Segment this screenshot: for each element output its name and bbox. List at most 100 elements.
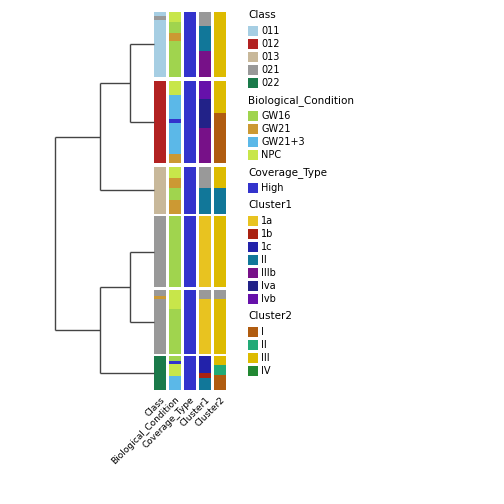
Bar <box>248 78 258 88</box>
Bar <box>248 111 258 121</box>
Bar <box>248 26 258 36</box>
Bar <box>169 361 181 364</box>
Bar <box>154 81 166 163</box>
Bar <box>199 299 211 354</box>
Bar <box>154 299 166 354</box>
Text: 011: 011 <box>261 26 279 36</box>
Text: III: III <box>261 353 270 363</box>
Text: 022: 022 <box>261 78 280 88</box>
Bar <box>248 366 258 376</box>
Bar <box>248 340 258 350</box>
Bar <box>199 289 211 299</box>
Bar <box>154 20 166 77</box>
Text: Cluster2: Cluster2 <box>248 311 292 321</box>
Text: 012: 012 <box>261 39 280 49</box>
Bar <box>169 216 181 287</box>
Bar <box>214 113 226 163</box>
Text: Iva: Iva <box>261 281 276 291</box>
Bar <box>199 216 211 287</box>
Text: I: I <box>261 327 264 337</box>
Text: 1a: 1a <box>261 216 273 226</box>
Bar <box>169 376 181 390</box>
Bar <box>248 268 258 278</box>
Text: Cluster1: Cluster1 <box>178 395 211 428</box>
Text: Biological_Condition: Biological_Condition <box>248 95 354 106</box>
Bar <box>169 22 181 33</box>
Text: 1b: 1b <box>261 229 273 239</box>
Bar <box>248 353 258 363</box>
Bar <box>184 216 196 287</box>
Bar <box>169 356 181 361</box>
Bar <box>169 188 181 200</box>
Bar <box>199 99 211 128</box>
Bar <box>169 177 181 188</box>
Bar <box>214 166 226 188</box>
Bar <box>214 216 226 287</box>
Bar <box>248 242 258 252</box>
Bar <box>199 166 211 188</box>
Bar <box>199 356 211 373</box>
Bar <box>169 33 181 41</box>
Bar <box>248 281 258 291</box>
Bar <box>248 255 258 265</box>
Text: II: II <box>261 255 267 265</box>
Bar <box>199 373 211 378</box>
Bar <box>169 12 181 22</box>
Bar <box>199 51 211 77</box>
Bar <box>199 81 211 99</box>
Bar <box>248 327 258 337</box>
Bar <box>169 166 181 177</box>
Bar <box>169 95 181 119</box>
Bar <box>184 166 196 214</box>
Text: 021: 021 <box>261 65 280 75</box>
Bar <box>169 123 181 155</box>
Bar <box>154 16 166 20</box>
Bar <box>184 289 196 354</box>
Text: Class: Class <box>143 395 166 418</box>
Bar <box>199 26 211 51</box>
Bar <box>199 378 211 390</box>
Bar <box>169 200 181 214</box>
Bar <box>184 12 196 77</box>
Bar <box>184 356 196 390</box>
Bar <box>214 12 226 77</box>
Bar <box>154 356 166 390</box>
Bar <box>248 150 258 160</box>
Bar <box>169 289 181 309</box>
Bar <box>214 81 226 113</box>
Bar <box>214 365 226 375</box>
Bar <box>248 137 258 147</box>
Bar <box>199 128 211 163</box>
Bar <box>169 364 181 376</box>
Bar <box>154 216 166 287</box>
Text: Coverage_Type: Coverage_Type <box>248 167 327 178</box>
Text: 1c: 1c <box>261 242 273 252</box>
Bar <box>199 12 211 26</box>
Bar <box>154 289 166 296</box>
Bar <box>154 166 166 214</box>
Bar <box>248 229 258 239</box>
Text: GW21+3: GW21+3 <box>261 137 304 147</box>
Text: NPC: NPC <box>261 150 281 160</box>
Text: Biological_Condition: Biological_Condition <box>110 395 181 466</box>
Bar <box>184 81 196 163</box>
Bar <box>248 39 258 49</box>
Bar <box>154 296 166 299</box>
Bar <box>214 299 226 354</box>
Text: Class: Class <box>248 10 276 20</box>
Text: High: High <box>261 183 283 193</box>
Bar <box>248 294 258 304</box>
Bar <box>214 375 226 390</box>
Bar <box>248 124 258 134</box>
Text: Cluster2: Cluster2 <box>193 395 226 428</box>
Text: GW21: GW21 <box>261 124 290 134</box>
Bar <box>169 309 181 354</box>
Bar <box>199 188 211 214</box>
Text: Ivb: Ivb <box>261 294 276 304</box>
Bar <box>154 12 166 16</box>
Text: GW16: GW16 <box>261 111 290 121</box>
Bar <box>248 52 258 62</box>
Text: Coverage_Type: Coverage_Type <box>142 395 197 450</box>
Bar <box>214 289 226 299</box>
Bar <box>248 183 258 193</box>
